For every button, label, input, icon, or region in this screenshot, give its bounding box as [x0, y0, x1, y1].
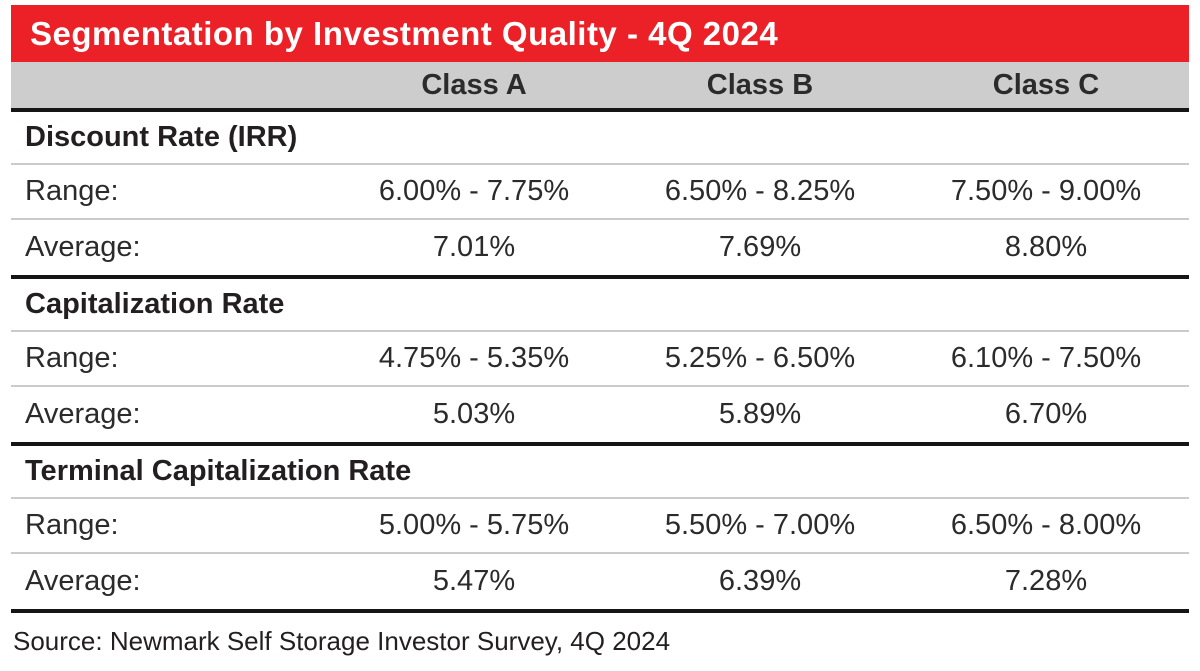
value-class-b: 7.69%: [718, 231, 802, 263]
value-class-b: 5.25% - 6.50%: [664, 342, 856, 374]
row-label: Range:: [25, 342, 119, 374]
column-header-class-a: Class A: [421, 68, 527, 101]
section-title: Capitalization Rate: [11, 279, 1189, 332]
value-class-c: 6.10% - 7.50%: [950, 342, 1142, 374]
value-class-c: 7.28%: [1004, 565, 1088, 597]
section-capitalization-rate: Capitalization Rate Range: 4.75% - 5.35%…: [11, 279, 1189, 446]
value-class-b: 6.50% - 8.25%: [664, 175, 856, 207]
value-class-c: 7.50% - 9.00%: [950, 175, 1142, 207]
row-label: Average:: [25, 398, 141, 430]
table-row: Range: 6.00% - 7.75% 6.50% - 8.25% 7.50%…: [11, 165, 1189, 220]
table-title-bar: Segmentation by Investment Quality - 4Q …: [11, 5, 1189, 62]
table-row: Average: 5.47% 6.39% 7.28%: [11, 554, 1189, 609]
table-row: Average: 7.01% 7.69% 8.80%: [11, 220, 1189, 275]
value-class-c: 8.80%: [1004, 231, 1088, 263]
source-attribution: Source: Newmark Self Storage Investor Su…: [13, 626, 671, 656]
column-header-row: Class A Class B Class C: [11, 62, 1189, 112]
value-class-c: 6.70%: [1004, 398, 1088, 430]
section-title: Terminal Capitalization Rate: [11, 446, 1189, 499]
table-row: Range: 5.00% - 5.75% 5.50% - 7.00% 6.50%…: [11, 499, 1189, 554]
table-row: Range: 4.75% - 5.35% 5.25% - 6.50% 6.10%…: [11, 332, 1189, 387]
table-row: Average: 5.03% 5.89% 6.70%: [11, 387, 1189, 442]
value-class-b: 6.39%: [718, 565, 802, 597]
table-title: Segmentation by Investment Quality - 4Q …: [30, 14, 779, 52]
row-label: Range:: [25, 175, 119, 207]
row-label: Range:: [25, 509, 119, 541]
value-class-a: 6.00% - 7.75%: [378, 175, 570, 207]
value-class-a: 5.00% - 5.75%: [378, 509, 570, 541]
value-class-a: 5.03%: [432, 398, 516, 430]
column-header-class-c: Class C: [992, 68, 1100, 101]
value-class-b: 5.50% - 7.00%: [664, 509, 856, 541]
value-class-a: 5.47%: [432, 565, 516, 597]
section-discount-rate-irr: Discount Rate (IRR) Range: 6.00% - 7.75%…: [11, 112, 1189, 279]
value-class-c: 6.50% - 8.00%: [950, 509, 1142, 541]
value-class-a: 7.01%: [432, 231, 516, 263]
segmentation-table: Segmentation by Investment Quality - 4Q …: [11, 5, 1189, 657]
row-label: Average:: [25, 565, 141, 597]
row-label: Average:: [25, 231, 141, 263]
column-header-class-b: Class B: [706, 68, 814, 101]
section-title: Discount Rate (IRR): [11, 112, 1189, 165]
value-class-b: 5.89%: [718, 398, 802, 430]
value-class-a: 4.75% - 5.35%: [378, 342, 570, 374]
section-terminal-capitalization-rate: Terminal Capitalization Rate Range: 5.00…: [11, 446, 1189, 613]
